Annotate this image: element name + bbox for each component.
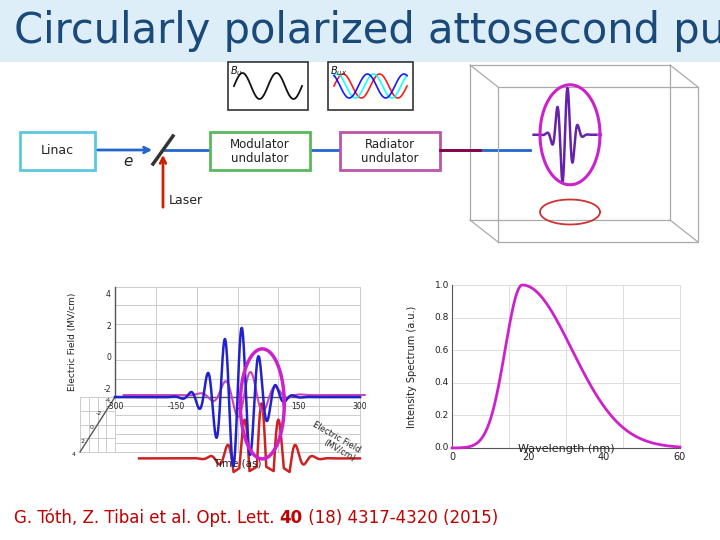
Text: 0.4: 0.4: [435, 379, 449, 387]
Text: Linac: Linac: [41, 145, 74, 158]
Text: 60: 60: [674, 452, 686, 462]
Text: 0: 0: [449, 452, 455, 462]
Text: Electric Field (MV/cm): Electric Field (MV/cm): [68, 293, 76, 391]
Text: Time (as): Time (as): [213, 459, 262, 469]
Text: Electric Field
(MV/cm): Electric Field (MV/cm): [306, 420, 362, 464]
Bar: [65, 272, 370, 482]
Text: (18) 4317-4320 (2015): (18) 4317-4320 (2015): [303, 509, 498, 527]
Text: 4: 4: [106, 291, 111, 299]
Text: Laser: Laser: [169, 193, 203, 206]
Text: 0.0: 0.0: [435, 443, 449, 453]
Bar: [210, 132, 310, 170]
Text: 1.0: 1.0: [435, 280, 449, 289]
Text: 20: 20: [522, 452, 534, 462]
Text: Wavelength (nm): Wavelength (nm): [518, 444, 614, 454]
Text: 0.8: 0.8: [435, 313, 449, 322]
Text: Radiator: Radiator: [365, 138, 415, 152]
Text: 2: 2: [107, 322, 111, 331]
Text: -2: -2: [96, 411, 102, 416]
Bar: [228, 62, 308, 110]
Text: 40: 40: [598, 452, 610, 462]
Text: Intensity Spectrum (a.u.): Intensity Spectrum (a.u.): [407, 306, 417, 428]
Text: Modulator: Modulator: [230, 138, 290, 152]
Text: 0.2: 0.2: [435, 411, 449, 420]
Text: 300: 300: [353, 402, 367, 411]
Text: -300: -300: [107, 402, 124, 411]
Text: undulator: undulator: [231, 152, 289, 165]
Text: 150: 150: [292, 402, 306, 411]
Text: G. Tóth, Z. Tibai et al. Opt. Lett.: G. Tóth, Z. Tibai et al. Opt. Lett.: [14, 509, 280, 527]
Bar: [328, 62, 413, 110]
Text: -4: -4: [104, 397, 111, 402]
Bar: [340, 132, 440, 170]
Text: $B_{ux}$: $B_{ux}$: [330, 64, 347, 78]
Text: 0: 0: [89, 425, 94, 430]
Text: 2: 2: [81, 438, 85, 444]
Text: 0: 0: [106, 353, 111, 362]
Text: $B_u$: $B_u$: [230, 64, 243, 78]
Text: e: e: [123, 154, 132, 170]
Text: 40: 40: [280, 509, 303, 527]
Bar: [0, 0, 720, 62]
Text: 4: 4: [72, 453, 76, 457]
Text: 0: 0: [235, 402, 240, 411]
Text: -2: -2: [104, 384, 111, 394]
Bar: [20, 132, 95, 170]
Bar: [400, 275, 690, 460]
Text: undulator: undulator: [361, 152, 419, 165]
Text: 0.6: 0.6: [435, 346, 449, 355]
Text: -150: -150: [168, 402, 185, 411]
Text: Circularly polarized attosecond pulse: Circularly polarized attosecond pulse: [14, 10, 720, 52]
